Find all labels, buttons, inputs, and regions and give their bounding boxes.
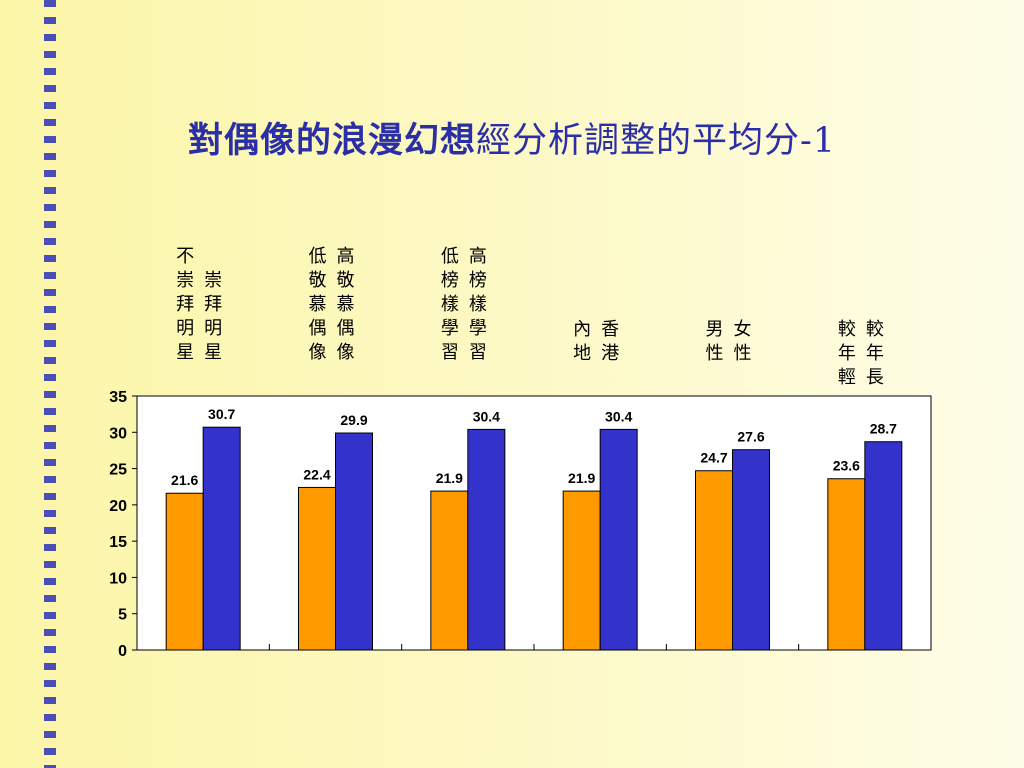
y-tick-label: 35 bbox=[109, 389, 127, 406]
data-label: 29.9 bbox=[340, 412, 367, 428]
y-tick-label: 15 bbox=[109, 534, 127, 551]
data-label: 28.7 bbox=[870, 421, 897, 437]
data-label: 30.7 bbox=[208, 406, 235, 422]
group-label-left: 較 年 輕 bbox=[837, 319, 856, 388]
data-label: 24.7 bbox=[700, 450, 727, 466]
bar bbox=[562, 490, 601, 651]
y-tick-label: 0 bbox=[118, 643, 127, 660]
data-label: 30.4 bbox=[605, 408, 632, 424]
page-title: 對偶像的浪漫幻想經分析調整的平均分-1 bbox=[0, 112, 1024, 163]
bar bbox=[599, 428, 638, 651]
y-tick-label: 20 bbox=[109, 498, 127, 515]
y-tick-label: 10 bbox=[109, 570, 127, 587]
group-label-right: 較 年 長 bbox=[865, 319, 884, 388]
data-label: 27.6 bbox=[737, 429, 764, 445]
title-regular-part: 經分析調整的平均分-1 bbox=[475, 121, 837, 161]
group-label-right: 高 敬 慕 偶 像 bbox=[336, 246, 355, 363]
bar bbox=[732, 449, 770, 651]
bar bbox=[695, 470, 733, 651]
group-label-left: 低 敬 慕 偶 像 bbox=[308, 246, 327, 363]
bar bbox=[298, 486, 336, 651]
decorative-dot-strip bbox=[44, 0, 56, 768]
bar bbox=[430, 490, 469, 651]
group-label-left: 低 榜 樣 學 習 bbox=[440, 246, 459, 363]
y-tick-label: 5 bbox=[118, 607, 127, 624]
group-label-left: 不 崇 拜 明 星 bbox=[176, 246, 195, 363]
bar bbox=[202, 426, 241, 651]
data-label: 21.9 bbox=[436, 470, 463, 486]
y-tick-label: 30 bbox=[109, 425, 127, 442]
group-label-right: 女 性 bbox=[733, 319, 752, 364]
group-label-right: 崇 拜 明 星 bbox=[204, 270, 223, 363]
data-label: 23.6 bbox=[833, 458, 860, 474]
group-label-left: 內 地 bbox=[573, 319, 592, 364]
bar bbox=[165, 492, 204, 651]
title-bold-part: 對偶像的浪漫幻想 bbox=[187, 120, 476, 161]
data-label: 21.6 bbox=[171, 472, 198, 488]
data-label: 30.4 bbox=[473, 408, 500, 424]
plot-area bbox=[136, 395, 932, 651]
bar bbox=[827, 478, 866, 651]
y-tick-label: 25 bbox=[109, 462, 127, 479]
data-label: 21.9 bbox=[568, 470, 595, 486]
data-label: 22.4 bbox=[303, 466, 330, 482]
group-label-right: 香 港 bbox=[601, 319, 620, 364]
group-label-left: 男 性 bbox=[705, 319, 724, 364]
bar bbox=[864, 441, 903, 651]
bar bbox=[335, 432, 373, 651]
bar bbox=[467, 428, 506, 651]
group-label-right: 高 榜 樣 學 習 bbox=[468, 246, 487, 363]
